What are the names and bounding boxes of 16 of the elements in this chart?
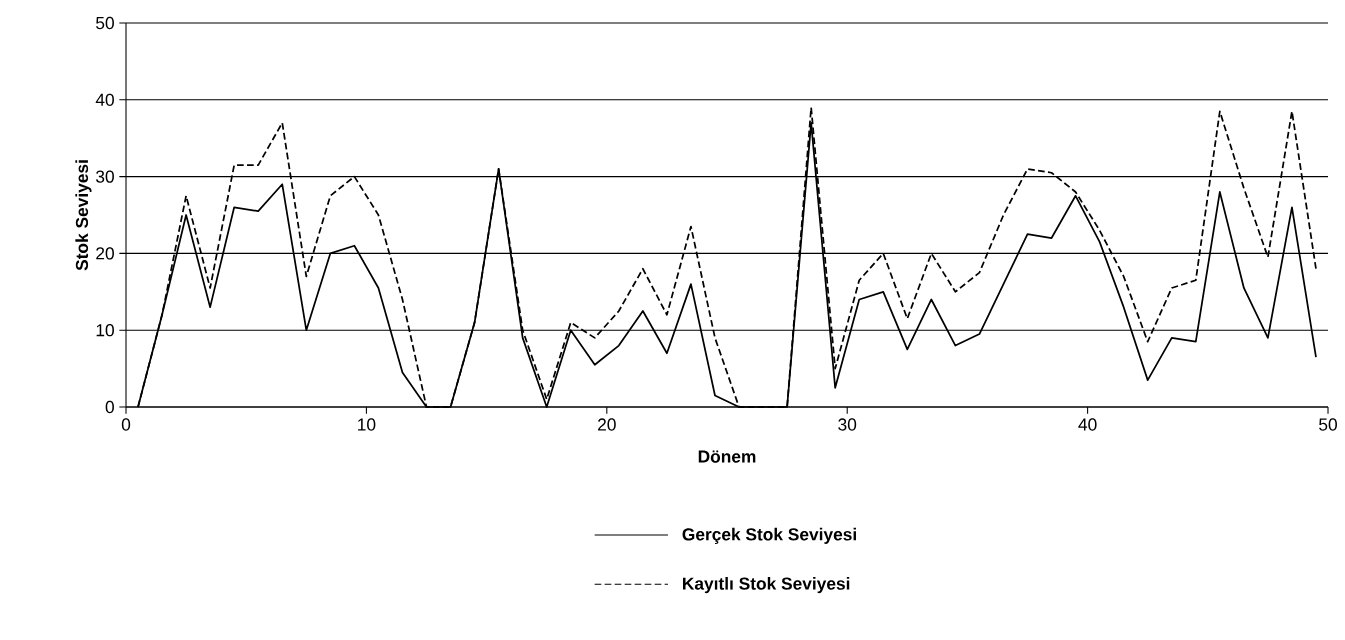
- y-tick-label: 0: [105, 400, 114, 414]
- y-tick-label: 30: [96, 170, 114, 183]
- x-tick-label: 40: [1078, 418, 1097, 431]
- y-axis-title: Stok Seviyesi: [75, 160, 92, 271]
- x-tick-label: 10: [358, 418, 376, 431]
- y-tick-label: 10: [96, 324, 114, 337]
- x-tick-label: 0: [121, 418, 131, 431]
- legend-label: Gerçek Stok Seviyesi: [682, 527, 856, 544]
- x-tick-label: 30: [838, 418, 857, 431]
- legend-label: Kayıtlı Stok Seviyesi: [683, 577, 850, 594]
- y-tick-label: 50: [96, 16, 114, 30]
- y-tick-label: 40: [95, 93, 114, 106]
- x-axis-title: Dönem: [698, 450, 756, 463]
- x-tick-label: 50: [1319, 418, 1337, 431]
- x-tick-label: 20: [598, 418, 616, 431]
- y-tick-label: 20: [96, 247, 114, 260]
